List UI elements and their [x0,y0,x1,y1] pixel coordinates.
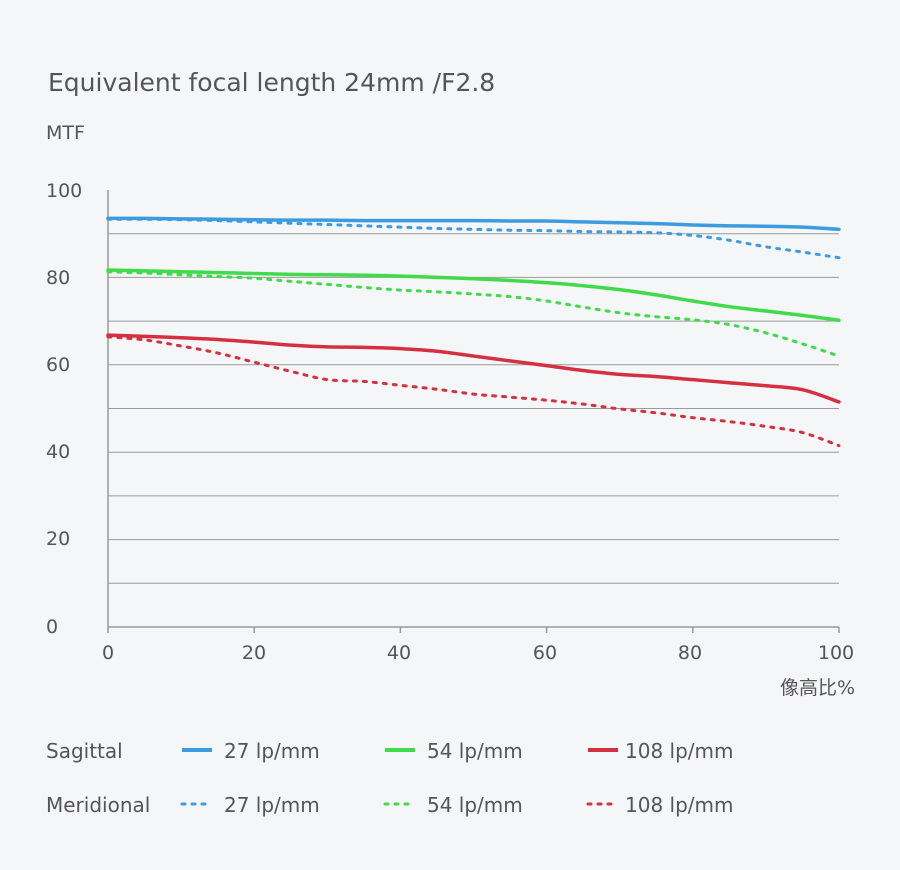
legend-row-meridional: Meridional [46,793,150,817]
legend-label-meridional-54: 54 lp/mm [427,793,523,817]
x-tick-label-80: 80 [678,642,702,664]
series-line-meridional-108 [106,335,841,448]
legend-label-sagittal-108: 108 lp/mm [625,739,734,763]
chart-title: Equivalent focal length 24mm /F2.8 [48,68,495,97]
legend-label-meridional-108: 108 lp/mm [625,793,734,817]
x-tick-label-0: 0 [102,642,114,664]
y-tick-label-60: 60 [46,354,70,376]
legend-label-meridional-27: 27 lp/mm [224,793,320,817]
series-lines [106,216,841,448]
x-axis-label: 像高比% [780,677,855,699]
y-tick-label-80: 80 [46,267,70,289]
series-line-sagittal-54 [106,268,841,322]
x-tick-label-40: 40 [387,642,411,664]
axes [107,190,840,633]
y-tick-labels: 0 20 40 60 80 100 [46,180,82,638]
x-tick-label-20: 20 [242,642,266,664]
x-tick-labels: 0 20 40 60 80 100 [102,642,854,664]
legend-label-sagittal-54: 54 lp/mm [427,739,523,763]
y-axis-label: MTF [46,122,85,144]
series-line-sagittal-27 [106,216,841,232]
series-line-meridional-54 [106,270,841,358]
legend-label-sagittal-27: 27 lp/mm [224,739,320,763]
y-tick-label-20: 20 [46,528,70,550]
x-tick-label-60: 60 [533,642,557,664]
y-tick-label-40: 40 [46,441,70,463]
legend: Sagittal Meridional 27 lp/mm 54 lp/mm 10… [46,739,734,817]
y-tick-label-0: 0 [46,616,58,638]
x-tick-label-100: 100 [818,642,854,664]
legend-row-sagittal: Sagittal [46,739,123,763]
series-line-sagittal-108 [106,333,841,404]
y-tick-label-100: 100 [46,180,82,202]
